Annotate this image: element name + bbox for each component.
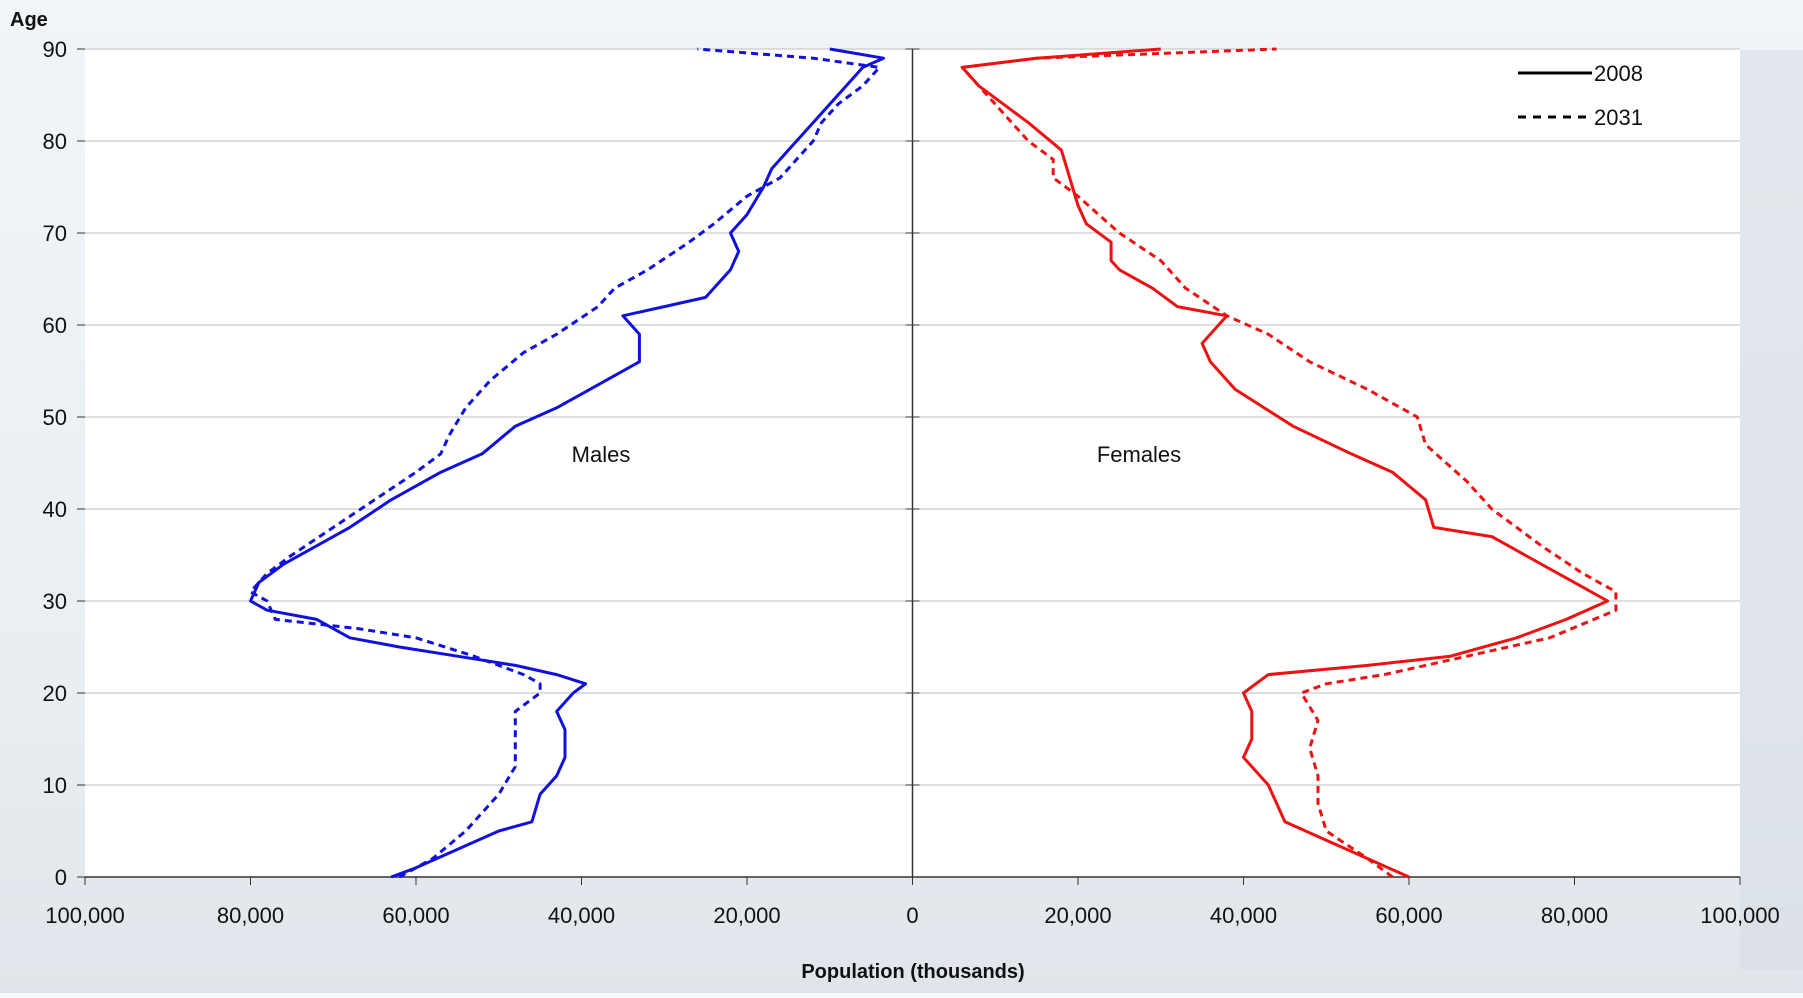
panel-label-males: Males (572, 442, 631, 467)
y-tick-label: 80 (43, 129, 67, 154)
y-tick-label: 60 (43, 313, 67, 338)
x-tick-label: 100,000 (45, 903, 125, 928)
y-tick-label: 30 (43, 589, 67, 614)
x-tick-label: 100,000 (1700, 903, 1780, 928)
y-tick-labels: 0 10 20 30 40 50 60 70 80 90 (43, 37, 67, 890)
panel-label-females: Females (1097, 442, 1181, 467)
x-tick-label: 60,000 (1375, 903, 1442, 928)
legend-label-2031: 2031 (1594, 105, 1643, 130)
x-axis-title: Population (thousands) (801, 961, 1024, 983)
x-tick-label: 80,000 (1541, 903, 1608, 928)
y-tick-label: 0 (55, 865, 67, 890)
y-tick-label: 70 (43, 221, 67, 246)
series-line-female-2008 (960, 47, 1610, 879)
x-tick-label: 20,000 (713, 903, 780, 928)
background-building-decoration (1740, 50, 1803, 970)
y-tick-label: 10 (43, 773, 67, 798)
x-tick-labels: 100,000 80,000 60,000 40,000 20,000 0 20,000 40… (45, 903, 1780, 928)
y-tick-label: 20 (43, 681, 67, 706)
y-tick-label: 40 (43, 497, 67, 522)
series-line-female-2031 (960, 47, 1618, 879)
x-tick-label: 80,000 (217, 903, 284, 928)
axes (77, 48, 1741, 885)
legend: 2008 2031 (1518, 61, 1643, 130)
y-tick-label: 50 (43, 405, 67, 430)
series-line-male-2008 (249, 47, 885, 879)
x-tick-label: 40,000 (548, 903, 615, 928)
x-tick-label: 0 (906, 903, 918, 928)
y-axis-title: Age (10, 9, 48, 31)
legend-label-2008: 2008 (1594, 61, 1643, 86)
x-tick-label: 20,000 (1044, 903, 1111, 928)
series-layer (249, 47, 1618, 879)
series-line-male-2031 (249, 47, 881, 879)
y-tick-label: 90 (43, 37, 67, 62)
x-tick-label: 60,000 (382, 903, 449, 928)
x-tick-label: 40,000 (1210, 903, 1277, 928)
